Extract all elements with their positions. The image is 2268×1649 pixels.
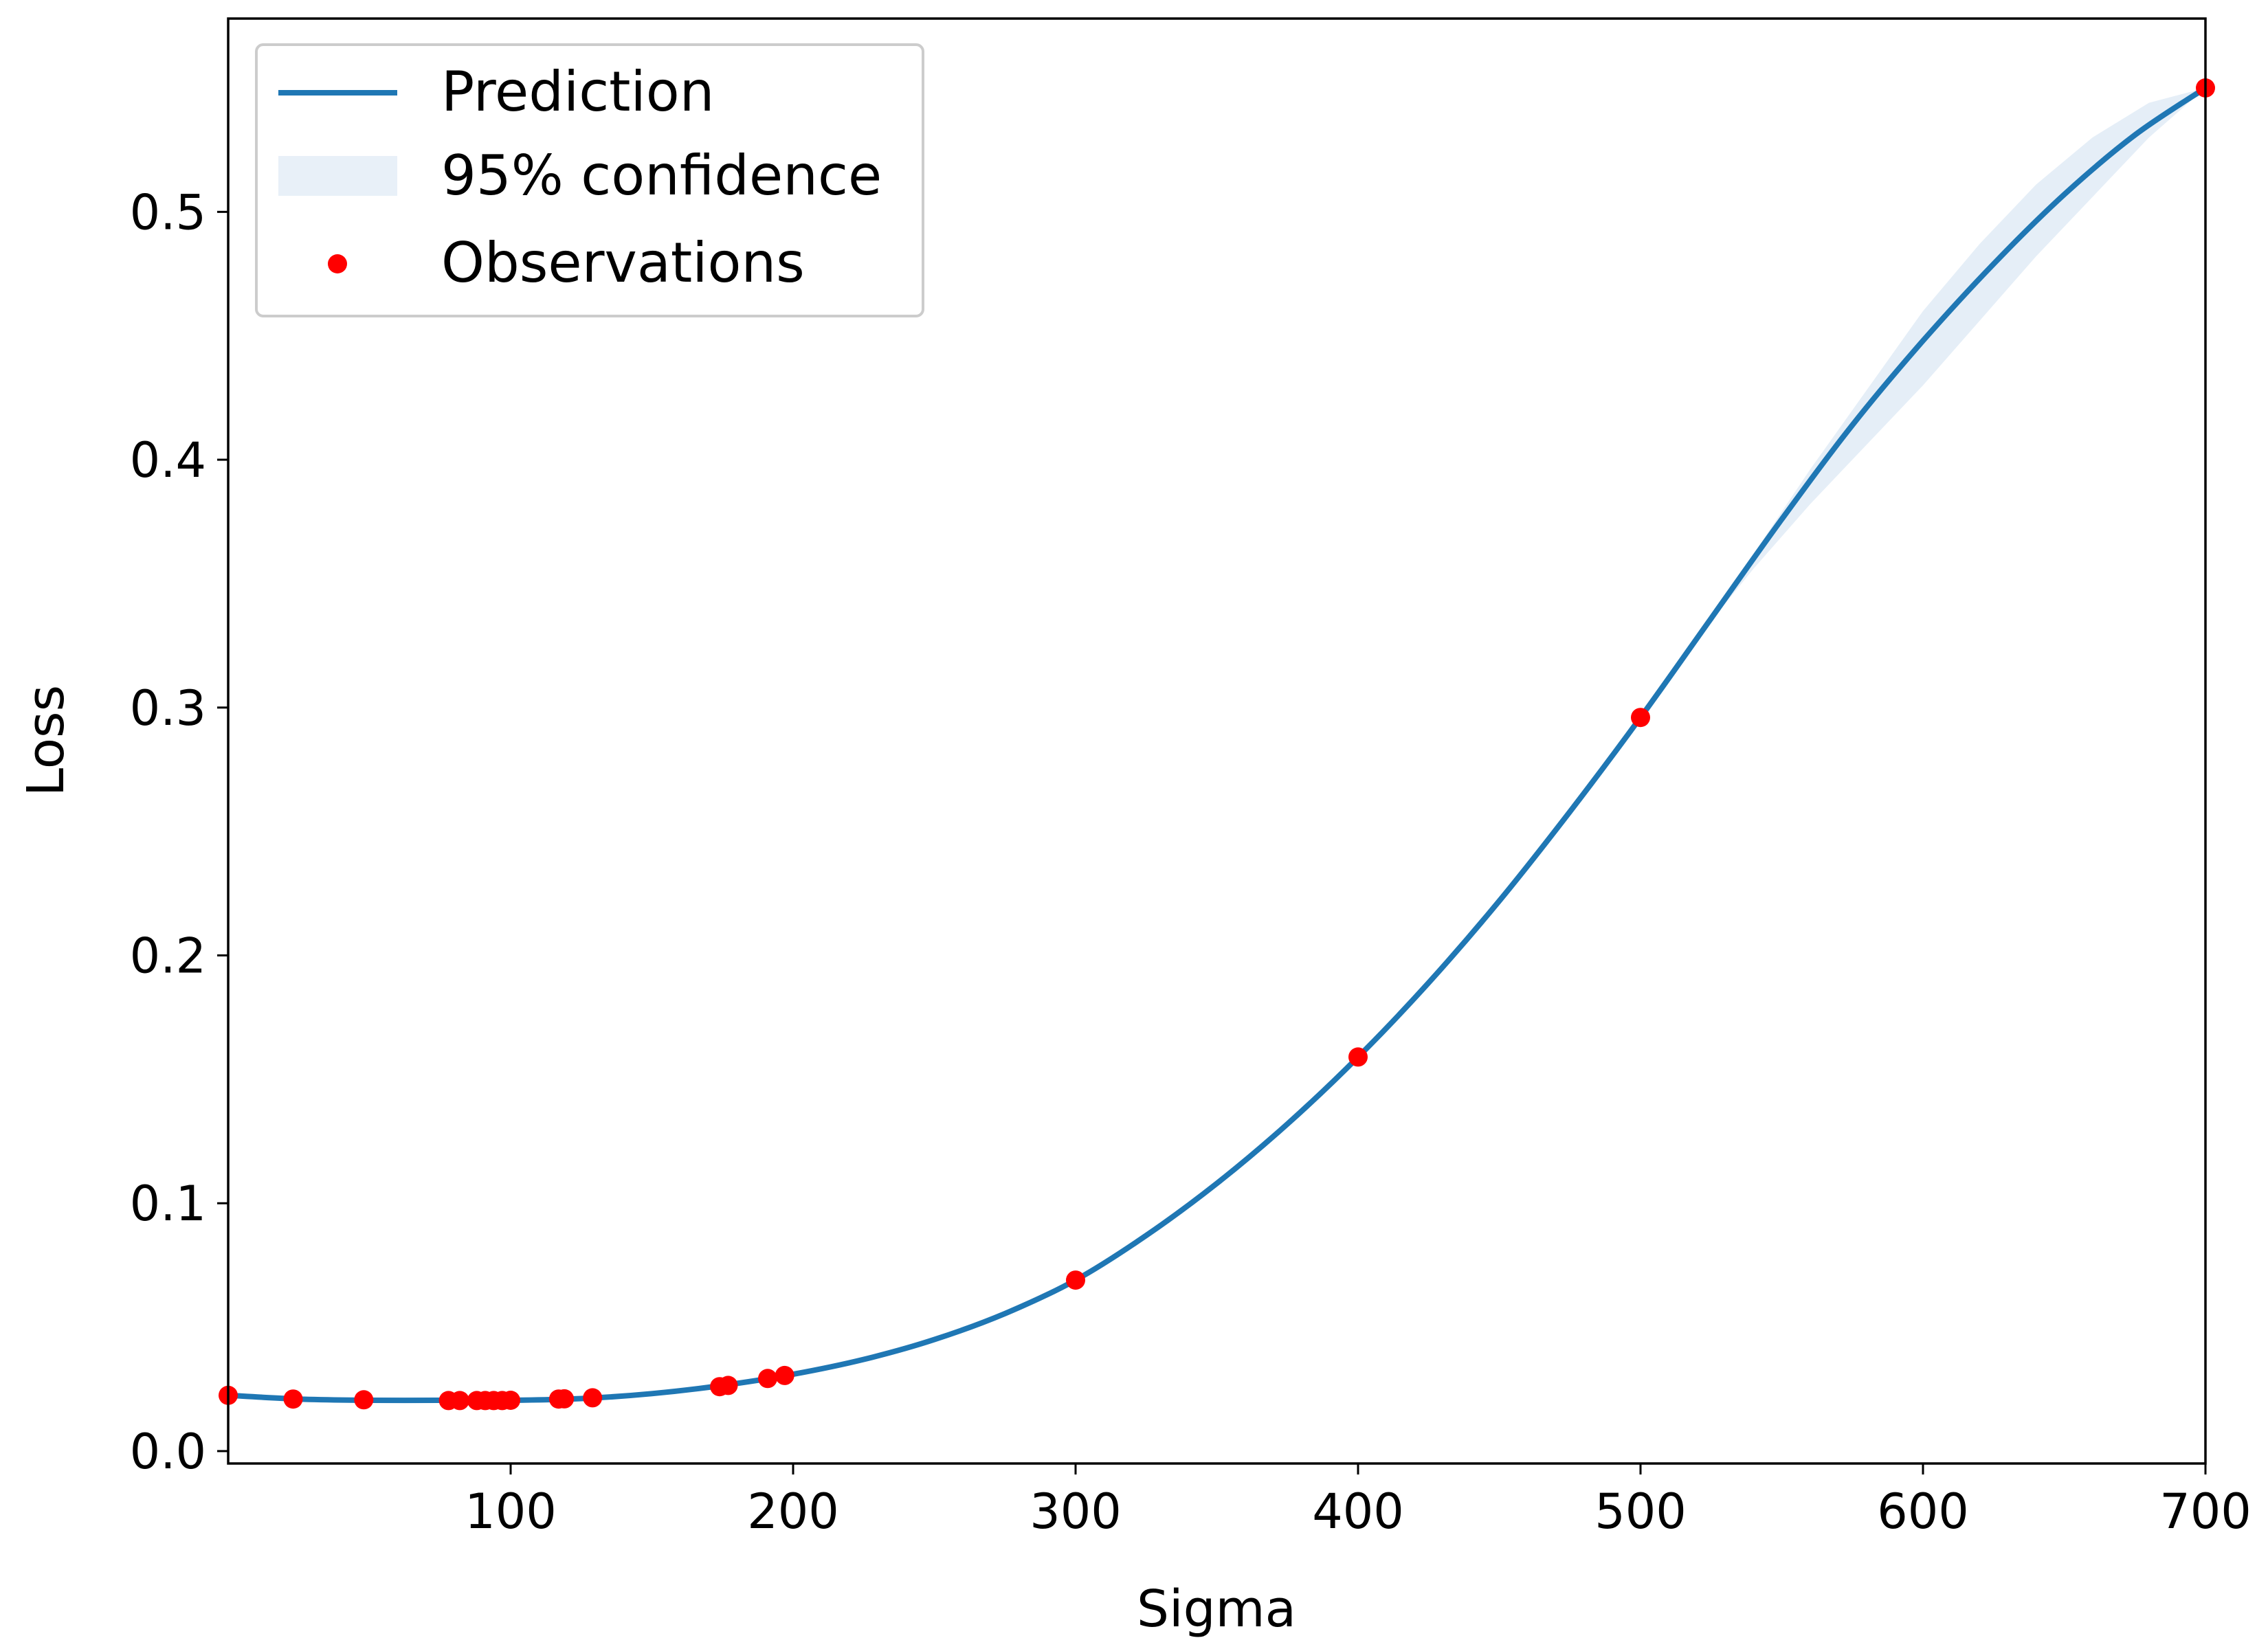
legend-confidence-swatch	[278, 156, 397, 196]
prediction-line	[225, 85, 2208, 1404]
x-tick-label: 100	[465, 1483, 557, 1540]
y-tick-label: 0.3	[130, 680, 206, 737]
legend-observations-label: Observations	[441, 231, 805, 295]
x-tick-label: 700	[2159, 1483, 2252, 1540]
y-tick-label: 0.5	[130, 184, 206, 240]
observation-point	[1631, 708, 1650, 728]
legend-prediction-label: Prediction	[441, 60, 714, 124]
y-axis-label: Loss	[16, 685, 76, 796]
legend-box	[255, 43, 924, 317]
y-tick-label: 0.2	[130, 928, 206, 985]
observation-point	[758, 1369, 777, 1389]
observation-point	[775, 1365, 794, 1385]
x-tick-label: 500	[1594, 1483, 1687, 1540]
x-tick-label: 300	[1030, 1483, 1122, 1540]
observation-point	[583, 1388, 603, 1408]
x-axis-label: Sigma	[1137, 1580, 1296, 1639]
x-axis-ticks: 100 200 300 400 500 600 700	[465, 1463, 2252, 1540]
observation-point	[450, 1391, 469, 1411]
prediction-line-layer	[225, 85, 2208, 1404]
observation-point	[1348, 1047, 1368, 1067]
plot-frame	[227, 17, 2207, 1465]
x-tick-label: 400	[1312, 1483, 1404, 1540]
y-axis-ticks: 0.0 0.1 0.2 0.3 0.4 0.5	[130, 184, 228, 1480]
observation-points-layer	[219, 78, 2215, 1411]
observation-point	[501, 1391, 520, 1410]
legend: Prediction 95% confidence Observations	[255, 43, 924, 317]
legend-observations-swatch	[328, 254, 347, 273]
observation-point	[283, 1389, 303, 1409]
observation-point	[354, 1390, 374, 1410]
y-tick-label: 0.4	[130, 432, 206, 489]
legend-confidence-label: 95% confidence	[441, 144, 882, 207]
observation-point	[718, 1376, 738, 1395]
y-tick-label: 0.1	[130, 1176, 206, 1232]
observation-point	[1066, 1270, 1085, 1290]
y-tick-label: 0.0	[130, 1424, 206, 1480]
confidence-band-layer	[228, 88, 2205, 1400]
x-tick-label: 200	[747, 1483, 839, 1540]
x-tick-label: 600	[1877, 1483, 1969, 1540]
observation-point	[555, 1389, 575, 1409]
confidence-band	[228, 88, 2205, 1400]
